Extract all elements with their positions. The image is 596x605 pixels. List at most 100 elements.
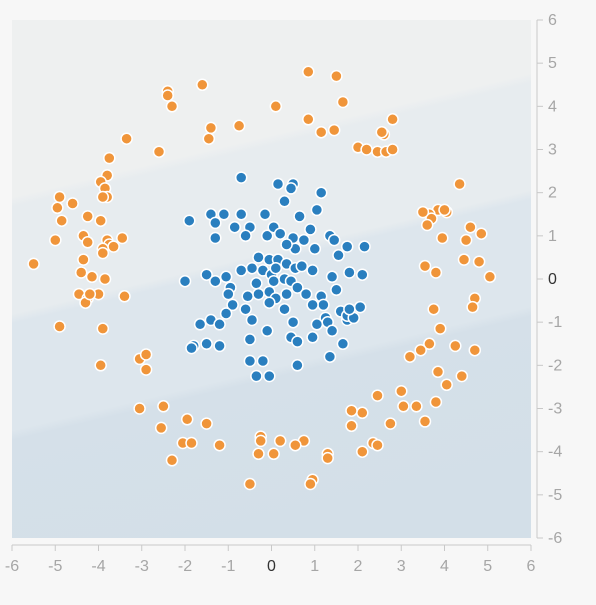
inner-class-point <box>250 277 263 290</box>
outer-class-point <box>133 402 146 415</box>
outer-class-point <box>157 400 170 413</box>
outer-class-point <box>455 369 469 383</box>
y-tick-label: 3 <box>548 142 557 159</box>
outer-class-point <box>200 417 213 430</box>
outer-class-point <box>77 253 90 266</box>
x-tick-label: 6 <box>527 558 536 575</box>
inner-class-point <box>323 350 337 363</box>
outer-class-point <box>371 438 384 452</box>
inner-class-point <box>336 337 350 351</box>
y-tick-label: -5 <box>548 487 562 504</box>
y-tick-label: -1 <box>548 314 562 331</box>
outer-class-point <box>66 197 79 210</box>
outer-class-point <box>161 89 174 102</box>
inner-class-point <box>306 264 319 277</box>
inner-class-point <box>263 296 276 309</box>
inner-class-point <box>325 270 339 284</box>
outer-class-point <box>475 227 488 240</box>
inner-class-point <box>209 274 222 288</box>
inner-class-point <box>217 208 231 221</box>
y-tick-label: 5 <box>548 55 557 72</box>
inner-class-point <box>252 287 265 301</box>
inner-class-point <box>306 298 319 312</box>
x-tick-label: -4 <box>91 558 105 575</box>
outer-class-point <box>49 233 62 247</box>
outer-class-point <box>345 404 358 417</box>
outer-class-point <box>375 125 389 139</box>
outer-class-point <box>53 190 66 204</box>
outer-class-point <box>107 240 120 253</box>
outer-class-point <box>427 302 440 316</box>
inner-class-point <box>273 227 287 240</box>
outer-class-point <box>457 253 471 266</box>
outer-class-point <box>273 434 287 448</box>
outer-class-point <box>252 447 265 461</box>
inner-class-point <box>185 341 198 355</box>
outer-class-point <box>429 395 443 409</box>
x-tick-label: -2 <box>178 558 192 575</box>
outer-class-point <box>384 417 397 430</box>
outer-class-point <box>468 343 482 357</box>
inner-class-point <box>291 281 304 294</box>
outer-class-point <box>204 121 218 135</box>
inner-class-point <box>245 261 259 275</box>
inner-class-point <box>271 177 285 191</box>
outer-class-point <box>321 451 334 465</box>
inner-class-point <box>340 240 354 253</box>
outer-class-point <box>232 119 246 133</box>
inner-class-point <box>353 300 367 314</box>
outer-class-point <box>103 151 116 165</box>
inner-class-point <box>209 216 222 230</box>
inner-class-point <box>343 266 356 279</box>
inner-class-point <box>241 290 254 303</box>
inner-class-point <box>200 268 213 281</box>
outer-class-point <box>289 438 302 452</box>
outer-class-point <box>51 201 64 215</box>
outer-class-point <box>74 266 88 279</box>
inner-class-point <box>263 369 276 383</box>
inner-class-point <box>278 302 291 316</box>
outer-class-point <box>403 350 417 363</box>
inner-class-point <box>219 270 233 284</box>
outer-class-point <box>429 266 443 279</box>
x-tick-label: -6 <box>5 558 19 575</box>
outer-class-point <box>302 113 315 126</box>
outer-class-point <box>139 348 153 361</box>
y-tick-label: 0 <box>548 271 557 288</box>
inner-class-point <box>299 287 313 301</box>
inner-class-point <box>209 231 222 245</box>
inner-class-point <box>280 287 293 301</box>
outer-class-point <box>472 255 486 268</box>
outer-class-point <box>360 143 373 156</box>
axes-layer: -6 -5 -4 -3 -2 -1 0 1 2 3 4 5 6 6 5 4 3 2 1 0 -1 -2 -3 -4 -5 -6 <box>5 12 562 575</box>
outer-class-point <box>269 100 283 113</box>
outer-class-point <box>254 434 267 448</box>
inner-class-point <box>327 233 341 247</box>
outer-class-point <box>436 231 449 245</box>
inner-class-point <box>317 298 330 312</box>
inner-class-point <box>256 354 270 368</box>
outer-class-point <box>386 113 399 126</box>
x-tick-label: 1 <box>310 558 319 575</box>
outer-class-point <box>395 384 408 398</box>
outer-class-point <box>420 218 434 232</box>
outer-class-point <box>302 65 315 79</box>
outer-class-point <box>94 359 107 372</box>
outer-class-point <box>180 413 194 426</box>
inner-class-point <box>260 229 274 243</box>
outer-class-point <box>410 400 423 413</box>
x-tick-label: 2 <box>354 558 363 575</box>
y-tick-label: 2 <box>548 185 557 202</box>
outer-class-point <box>96 190 110 204</box>
outer-class-point <box>314 125 328 139</box>
outer-class-point <box>449 339 462 353</box>
inner-class-point <box>295 259 309 273</box>
outer-class-point <box>356 406 369 420</box>
outer-class-point <box>336 95 350 109</box>
inner-class-point <box>314 186 328 199</box>
inner-class-point <box>278 195 291 208</box>
outer-class-point <box>371 389 384 402</box>
inner-class-point <box>267 274 280 288</box>
